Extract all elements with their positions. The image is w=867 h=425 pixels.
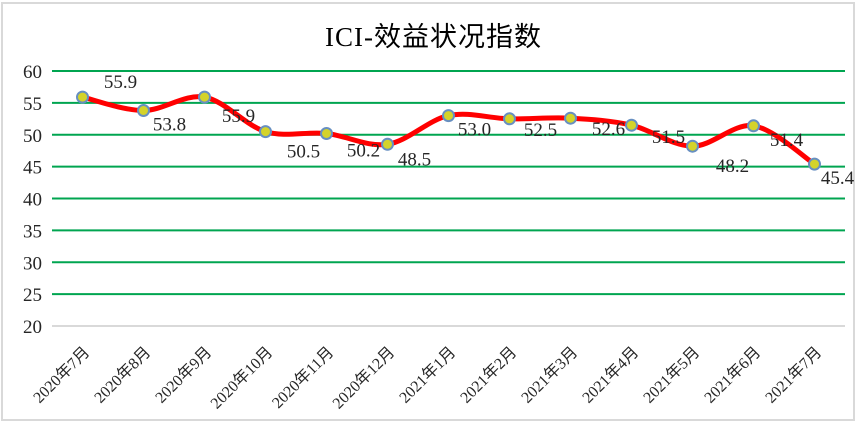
y-axis-tick-label: 25 xyxy=(23,285,42,306)
data-point-marker xyxy=(381,137,394,151)
data-label: 53.0 xyxy=(458,120,491,141)
data-point-marker xyxy=(625,118,638,132)
y-axis-tick-label: 35 xyxy=(23,221,42,242)
x-axis-tick-label: 2020年9月 xyxy=(152,343,216,407)
x-axis-tick-label: 2021年7月 xyxy=(762,343,826,407)
x-axis-tick-label: 2020年8月 xyxy=(91,343,155,407)
x-axis-tick-label: 2020年11月 xyxy=(268,343,337,412)
data-label: 50.2 xyxy=(347,141,380,162)
data-point-marker xyxy=(686,139,699,153)
data-point-marker xyxy=(76,90,89,104)
data-label: 51.5 xyxy=(652,127,685,148)
y-axis-tick-label: 20 xyxy=(23,317,42,338)
y-axis-tick-label: 55 xyxy=(23,94,42,115)
data-label: 52.5 xyxy=(524,120,557,141)
data-label: 55.9 xyxy=(104,72,137,93)
data-point-marker xyxy=(320,127,333,140)
x-axis-tick-label: 2021年4月 xyxy=(579,343,643,407)
y-axis-tick-label: 50 xyxy=(23,126,42,147)
data-point-marker xyxy=(503,112,516,126)
x-axis-tick-label: 2021年1月 xyxy=(396,343,460,407)
data-point-marker xyxy=(747,119,760,133)
x-axis-tick-label: 2020年10月 xyxy=(207,343,276,412)
data-label: 55.9 xyxy=(222,106,255,127)
y-axis-tick-label: 40 xyxy=(23,190,42,211)
data-point-marker xyxy=(808,157,821,171)
x-axis-tick-label: 2021年2月 xyxy=(457,343,521,407)
series-line xyxy=(80,94,817,167)
data-point-marker xyxy=(259,125,272,139)
data-point-marker xyxy=(442,109,455,123)
y-axis-tick-label: 60 xyxy=(23,62,42,83)
data-label: 45.4 xyxy=(821,168,855,189)
x-axis-tick-label: 2021年5月 xyxy=(640,343,704,407)
x-axis-tick-label: 2021年3月 xyxy=(518,343,582,407)
y-axis-tick-label: 30 xyxy=(23,253,42,274)
data-point-marker xyxy=(564,111,577,125)
data-point-marker xyxy=(198,90,211,104)
x-axis-tick-label: 2020年7月 xyxy=(30,343,94,407)
x-axis-tick-label: 2021年6月 xyxy=(701,343,765,407)
data-label: 51.4 xyxy=(770,130,804,151)
y-axis-tick-label: 45 xyxy=(23,158,42,179)
data-label: 48.5 xyxy=(398,149,431,170)
chart-title: ICI-效益状况指数 xyxy=(325,22,542,52)
data-label: 52.6 xyxy=(592,119,625,140)
data-label: 50.5 xyxy=(287,142,320,163)
x-axis-tick-label: 2020年12月 xyxy=(329,343,398,412)
data-label: 48.2 xyxy=(716,156,749,177)
data-label: 53.8 xyxy=(153,115,186,136)
data-point-marker xyxy=(137,104,150,117)
